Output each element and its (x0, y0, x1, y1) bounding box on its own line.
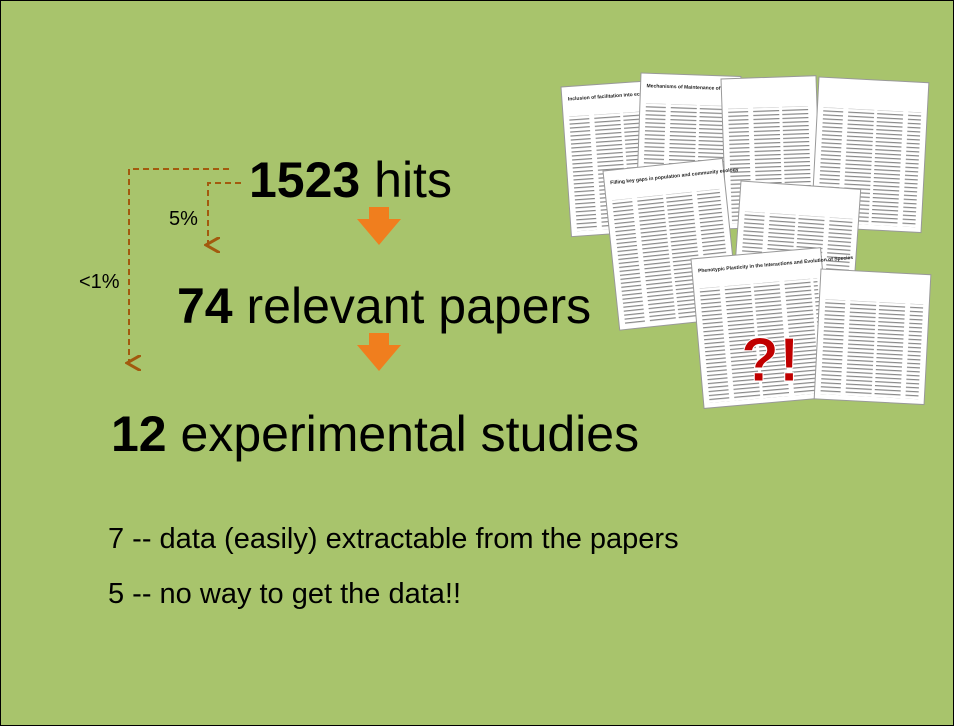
funnel-step: 12 experimental studies (111, 405, 639, 463)
question-mark: ?! (741, 326, 800, 395)
ratio-label: 5% (169, 208, 198, 231)
note: 5 -- no way to get the data!! (108, 578, 461, 611)
text: experimental studies (181, 406, 640, 462)
text: 12 (111, 406, 167, 462)
slide: Inclusion of facilitation into ecologica… (0, 0, 954, 726)
text: 1523 (249, 152, 360, 208)
note: 7 -- data (easily) extractable from the … (108, 523, 679, 556)
decor: Inclusion of facilitation into ecologica… (1, 1, 953, 725)
text: 74 (177, 278, 233, 334)
ratio-label: <1% (79, 271, 120, 294)
funnel-step: 1523 hits (249, 151, 452, 209)
text: relevant papers (247, 278, 592, 334)
paper-stack: Inclusion of facilitation into ecologica… (561, 73, 931, 408)
funnel-step: 74 relevant papers (177, 277, 591, 335)
text: hits (374, 152, 452, 208)
